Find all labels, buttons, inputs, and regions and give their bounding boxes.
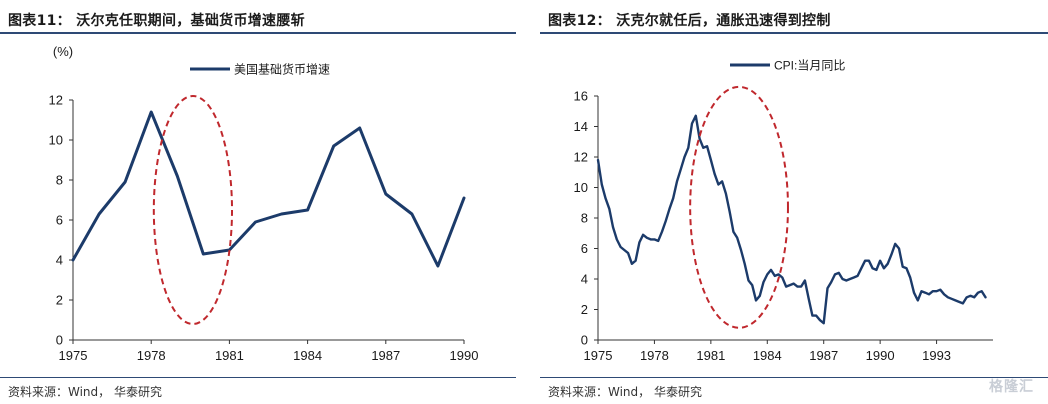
x-tick-label: 1984 <box>753 348 782 363</box>
y-tick-label: 6 <box>581 241 588 256</box>
y-tick-label: 2 <box>56 293 63 308</box>
y-tick-label: 0 <box>581 333 588 348</box>
legend-label: 美国基础货币增速 <box>234 62 330 77</box>
title-rule <box>0 32 516 34</box>
source-rule <box>540 377 1048 378</box>
y-tick-label: 10 <box>49 133 63 148</box>
x-tick-label: 1984 <box>293 348 322 363</box>
unit-label: (%) <box>53 44 73 59</box>
source-rule <box>0 377 516 378</box>
x-tick-label: 1978 <box>137 348 166 363</box>
x-tick-label: 1990 <box>866 348 895 363</box>
x-tick-label: 1987 <box>809 348 838 363</box>
figure-title: 图表12： 沃克尔就任后，通胀迅速得到控制 <box>548 13 831 29</box>
source-note: 资料来源：Wind， 华泰研究 <box>548 385 702 399</box>
y-tick-label: 12 <box>574 150 588 165</box>
x-tick-label: 1981 <box>215 348 244 363</box>
source-note: 资料来源：Wind， 华泰研究 <box>8 385 162 399</box>
x-tick-label: 1987 <box>371 348 400 363</box>
y-tick-label: 12 <box>49 93 63 108</box>
x-tick-label: 1975 <box>59 348 88 363</box>
y-tick-label: 4 <box>56 253 63 268</box>
y-tick-label: 6 <box>56 213 63 228</box>
y-tick-label: 14 <box>574 119 588 134</box>
y-tick-label: 8 <box>56 173 63 188</box>
x-tick-label: 1990 <box>450 348 479 363</box>
title-rule <box>540 32 1048 34</box>
x-tick-label: 1975 <box>584 348 613 363</box>
figure-11-panel: 图表11： 沃尔克任职期间，基础货币增速腰斩 0 2 4 6 8 10 12 1975 1978… <box>0 0 516 404</box>
y-tick-label: 16 <box>574 89 588 104</box>
y-tick-label: 0 <box>56 333 63 348</box>
x-tick-label: 1993 <box>922 348 951 363</box>
highlight-ellipse <box>689 85 789 329</box>
y-tick-label: 2 <box>581 302 588 317</box>
watermark-logo: 格隆汇 <box>989 379 1034 395</box>
legend-label: CPI:当月同比 <box>774 59 845 73</box>
chart-base-money-growth: 0 2 4 6 8 10 12 1975 1978 1981 1984 1987 1990 (%) 美国基础… <box>49 44 479 363</box>
series-line <box>596 114 987 325</box>
x-tick-label: 1978 <box>640 348 669 363</box>
y-tick-label: 8 <box>581 211 588 226</box>
highlight-ellipse <box>152 95 234 325</box>
y-tick-label: 10 <box>574 180 588 195</box>
figure-12-panel: 图表12： 沃克尔就任后，通胀迅速得到控制 0 2 4 6 8 10 12 14 16 1975 1… <box>540 0 1048 404</box>
chart-cpi-yoy: 0 2 4 6 8 10 12 14 16 1975 1978 1981 1984 1987 1990 199… <box>574 59 993 363</box>
series-line <box>71 110 466 268</box>
x-tick-label: 1981 <box>696 348 725 363</box>
y-tick-label: 4 <box>581 272 588 287</box>
figure-title: 图表11： 沃尔克任职期间，基础货币增速腰斩 <box>8 13 305 29</box>
